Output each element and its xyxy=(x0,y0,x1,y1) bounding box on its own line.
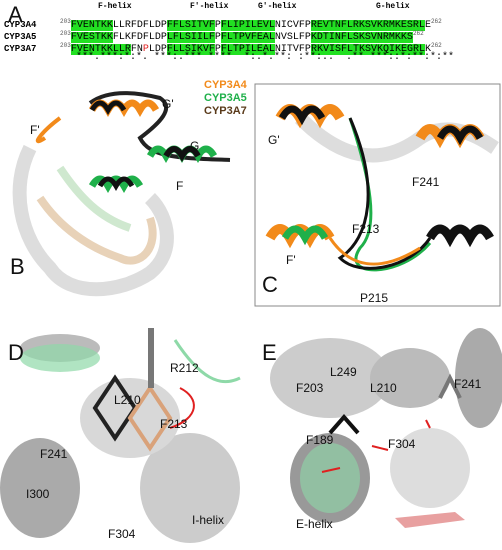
residue-label: F213 xyxy=(352,222,380,236)
sequence-segment: LFLSIILF xyxy=(166,32,215,43)
residue-label: F241 xyxy=(40,447,68,461)
sequence-segment: FLKFDFLDP xyxy=(112,32,167,43)
sequence-segment: RKVISFLTKSVKQIKEGRL xyxy=(310,44,425,55)
sequence-row: CYP3A4 203FVENTKKLLRFDFLDPFFLSITVFPFLIPIL… xyxy=(4,16,442,32)
region-label: I-helix xyxy=(192,513,224,527)
residue-label: F213 xyxy=(160,417,188,431)
panel-b: B G' G F' F CYP3A4 CYP3A5 CYP3A7 xyxy=(10,79,248,297)
residue-number: 262 xyxy=(412,30,424,37)
region-label: E-helix xyxy=(296,517,333,531)
residue-label: F241 xyxy=(412,175,440,189)
sequence-segment: NITVFP xyxy=(274,44,311,55)
sequence-segment: FLTPILEAL xyxy=(220,44,275,55)
residue-number: 203 xyxy=(60,18,71,25)
region-label: F' xyxy=(286,253,296,267)
sequence-name: CYP3A4 xyxy=(4,20,37,30)
sequence-segment: NICVFP xyxy=(274,20,311,31)
panel-e: E L249 F203 L210 F241 F189 F304 E-helix xyxy=(262,328,502,531)
legend-entry: CYP3A7 xyxy=(204,105,247,117)
panel-label: A xyxy=(8,2,23,27)
sequence-segment: FVENTKKLLR xyxy=(70,44,131,55)
conservation-line: ***.***:*:*. ***:.*** **** *:.*.**: :**:… xyxy=(76,52,455,63)
residue-label: F304 xyxy=(388,437,416,451)
helix-header: G-helix xyxy=(376,2,410,11)
residue-label: L210 xyxy=(370,381,397,395)
residue-number: 203 xyxy=(60,42,71,49)
legend-entry: CYP3A4 xyxy=(204,79,248,91)
residue-number: 203 xyxy=(60,30,71,37)
region-label: G' xyxy=(268,133,280,147)
sequence-segment: FLLSIKVF xyxy=(166,44,215,55)
panel-label: E xyxy=(262,340,277,365)
alignment-panel: A F-helix F'-helix G'-helix G-helix CYP3… xyxy=(0,0,502,78)
sequence-segment: LDP xyxy=(148,44,167,55)
residue-label: L210 xyxy=(114,393,141,407)
residue-label: F241 xyxy=(454,377,482,391)
region-label: F' xyxy=(30,123,40,137)
helix-header: F'-helix xyxy=(190,2,229,11)
structure-panels: B G' G F' F CYP3A4 CYP3A5 CYP3A7 C G' F2… xyxy=(0,79,502,543)
residue-label: F203 xyxy=(296,381,324,395)
sequence-segment: P xyxy=(214,44,221,55)
sequence-segment: P xyxy=(142,44,149,55)
legend-entry: CYP3A5 xyxy=(204,92,247,104)
sequence-segment: FLTPVFEAL xyxy=(220,32,275,43)
residue-label: F189 xyxy=(306,433,334,447)
sequence-name: CYP3A7 xyxy=(4,44,37,54)
sequence-segment: FN xyxy=(130,44,143,55)
sequence-segment: REVTNFLRKSVKRMKESRL xyxy=(310,20,425,31)
sequence-row: CYP3A7 203FVENTKKLLRFNPLDPFLLSIKVFPFLTPIL… xyxy=(4,40,442,56)
sequence-segment: FVESTKK xyxy=(70,32,113,43)
panel-label: B xyxy=(10,254,25,279)
sequence-segment: E xyxy=(424,20,431,31)
sequence-segment: LLRFDFLDP xyxy=(112,20,167,31)
residue-number: 262 xyxy=(430,42,442,49)
residue-label: F304 xyxy=(108,527,136,541)
residue-label: P215 xyxy=(360,291,388,305)
residue-label: I300 xyxy=(26,487,50,501)
sequence-segment: FFLSITVF xyxy=(166,20,215,31)
sequence-name: CYP3A5 xyxy=(4,32,37,42)
region-label: G xyxy=(190,139,199,153)
panel-label: D xyxy=(8,340,24,365)
helix-header: G'-helix xyxy=(258,2,297,11)
region-label: F xyxy=(176,179,183,193)
region-label: G' xyxy=(162,97,174,111)
residue-number: 262 xyxy=(430,18,442,25)
panel-label: C xyxy=(262,272,278,297)
helix-header: F-helix xyxy=(98,2,132,11)
sequence-segment: NVSLFP xyxy=(274,32,311,43)
sequence-segment: K xyxy=(424,44,431,55)
residue-label: L249 xyxy=(330,365,357,379)
sequence-row: CYP3A5 203FVESTKKFLKFDFLDPLFLSIILFPFLTPVF… xyxy=(4,28,424,44)
sequence-segment: P xyxy=(214,32,221,43)
panel-c: C G' F241 F213 F' P215 xyxy=(254,83,501,307)
sequence-segment: FVENTKK xyxy=(70,20,113,31)
sequence-segment: FLIPILEVL xyxy=(220,20,275,31)
sequence-segment: P xyxy=(214,20,221,31)
residue-label: R212 xyxy=(170,361,199,375)
panel-d: D R212 L210 F213 F241 I300 F304 I-helix xyxy=(0,328,241,543)
sequence-segment: KDTINFLSKSVNRMKKS xyxy=(310,32,413,43)
